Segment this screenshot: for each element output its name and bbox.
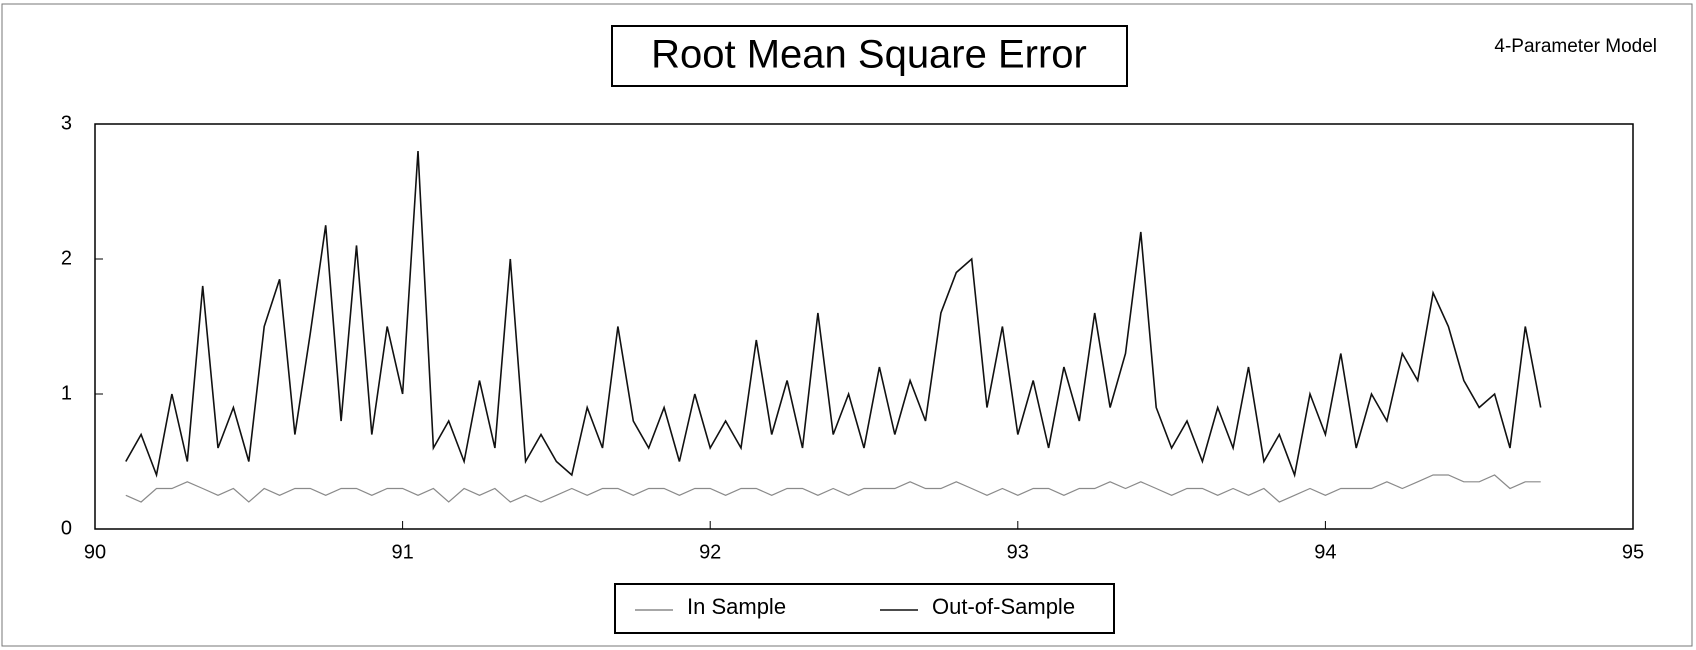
y-tick-label: 2	[61, 247, 72, 269]
chart-title: Root Mean Square Error	[651, 33, 1087, 77]
x-tick-label: 93	[1007, 541, 1029, 563]
legend-label: Out-of-Sample	[932, 594, 1075, 619]
y-tick-label: 0	[61, 517, 72, 539]
chart-subtitle: 4-Parameter Model	[1494, 36, 1657, 57]
y-tick-label: 1	[61, 382, 72, 404]
plot-area	[94, 123, 1634, 530]
y-tick-label: 3	[61, 112, 72, 134]
series-line	[125, 150, 1542, 478]
series-line	[125, 474, 1541, 503]
x-tick-label: 95	[1622, 541, 1644, 563]
x-tick-label: 94	[1314, 541, 1336, 563]
title-box	[611, 25, 1128, 87]
x-tick-label: 90	[84, 541, 106, 563]
legend-box	[614, 583, 1115, 634]
frame	[1, 3, 1693, 647]
legend-label: In Sample	[687, 594, 786, 619]
x-tick-label: 91	[391, 541, 413, 563]
x-tick-label: 92	[699, 541, 721, 563]
